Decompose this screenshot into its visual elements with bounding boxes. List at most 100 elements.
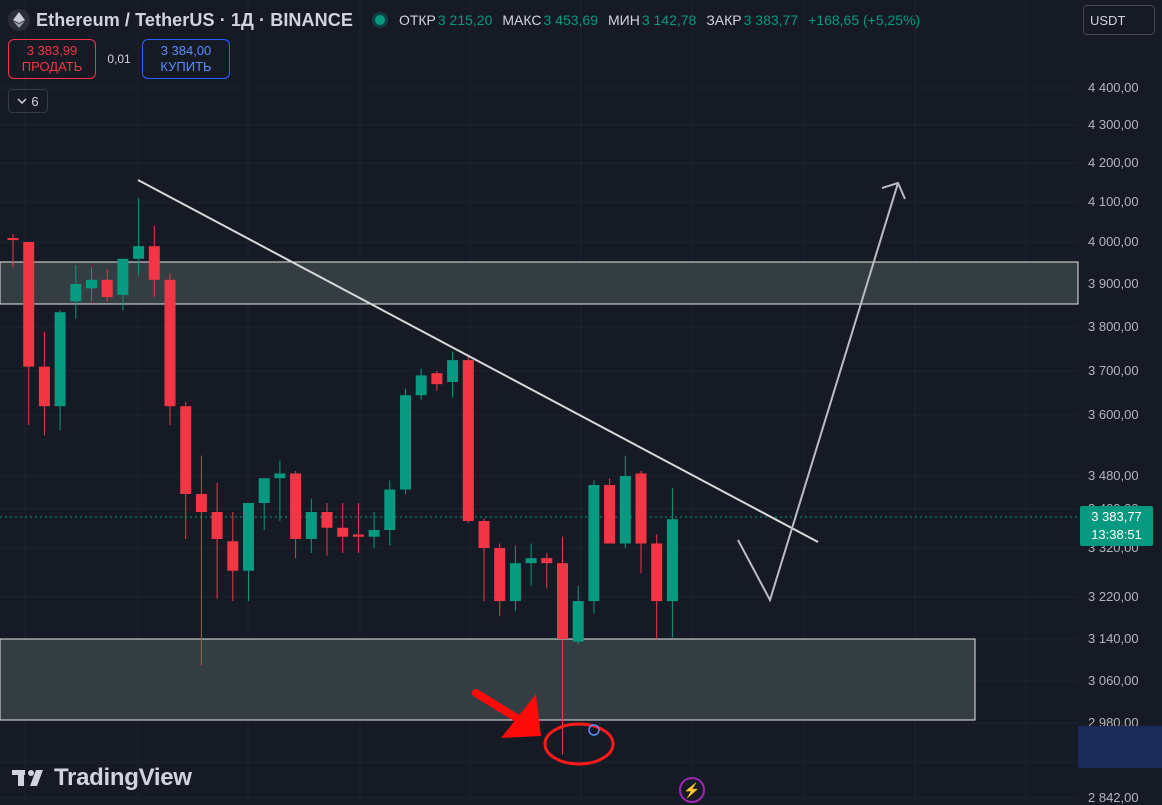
candle[interactable] bbox=[588, 480, 600, 614]
candle[interactable] bbox=[290, 470, 302, 559]
candle[interactable] bbox=[415, 368, 427, 400]
candle[interactable] bbox=[431, 371, 443, 391]
ohlc-values: ОТКР 3 215,20 МАКС 3 453,69 МИН 3 142,78… bbox=[399, 12, 930, 28]
candle[interactable] bbox=[337, 503, 349, 554]
candle[interactable] bbox=[666, 487, 678, 638]
candle-body bbox=[635, 473, 647, 544]
red-arrow-annotation[interactable] bbox=[472, 689, 541, 738]
candle-body bbox=[148, 246, 160, 280]
candle-body bbox=[133, 246, 145, 259]
candle-body bbox=[243, 503, 254, 571]
price-tick-label: 4 400,00 bbox=[1088, 80, 1139, 95]
tradingview-logo[interactable]: TradingView bbox=[12, 764, 192, 792]
candle[interactable] bbox=[635, 470, 647, 574]
candle-body bbox=[38, 366, 50, 407]
price-tick-label: 4 300,00 bbox=[1088, 117, 1139, 132]
candle-body bbox=[557, 563, 568, 639]
candle[interactable] bbox=[557, 536, 568, 755]
candle[interactable] bbox=[195, 455, 207, 666]
candle[interactable] bbox=[478, 518, 490, 602]
candle-body bbox=[415, 375, 427, 396]
downtrend-line[interactable] bbox=[137, 179, 819, 543]
candle[interactable] bbox=[305, 498, 317, 554]
candle-body bbox=[604, 485, 616, 544]
forecast-path[interactable] bbox=[737, 182, 899, 603]
market-status-icon[interactable] bbox=[374, 15, 385, 25]
candle[interactable] bbox=[541, 553, 553, 589]
price-tick-label: 3 700,00 bbox=[1088, 363, 1139, 378]
candle[interactable] bbox=[211, 482, 223, 599]
candle[interactable] bbox=[651, 534, 663, 640]
candle-body bbox=[384, 489, 396, 530]
candle-body bbox=[400, 395, 411, 490]
candle[interactable] bbox=[133, 198, 145, 276]
buy-price: 3 384,00 bbox=[160, 43, 212, 58]
ethereum-icon bbox=[8, 9, 30, 31]
candle[interactable] bbox=[604, 478, 616, 544]
candle-body bbox=[478, 521, 490, 548]
candle[interactable] bbox=[274, 460, 286, 521]
candle[interactable] bbox=[70, 265, 82, 319]
close-label: ЗАКР bbox=[706, 12, 742, 28]
candle[interactable] bbox=[447, 351, 459, 398]
candle[interactable] bbox=[258, 478, 270, 530]
candle[interactable] bbox=[38, 331, 50, 436]
candle[interactable] bbox=[23, 242, 35, 426]
price-tick-label: 4 200,00 bbox=[1088, 155, 1139, 170]
candle[interactable] bbox=[86, 267, 97, 302]
candle[interactable] bbox=[164, 273, 176, 426]
candle[interactable] bbox=[509, 545, 521, 612]
candle[interactable] bbox=[148, 226, 160, 298]
candle-body bbox=[525, 558, 537, 564]
sell-button[interactable]: 3 383,99 ПРОДАТЬ bbox=[8, 39, 96, 79]
candle-body bbox=[541, 558, 553, 564]
lightning-icon[interactable]: ⚡ bbox=[679, 777, 705, 803]
candle[interactable] bbox=[400, 388, 411, 494]
candle[interactable] bbox=[384, 480, 396, 546]
candle[interactable] bbox=[494, 543, 506, 617]
candle[interactable] bbox=[243, 503, 254, 602]
candle[interactable] bbox=[180, 401, 192, 539]
indicators-toggle-button[interactable]: 6 bbox=[8, 89, 48, 113]
candle-body bbox=[305, 512, 317, 539]
candle[interactable] bbox=[227, 512, 239, 602]
candle[interactable] bbox=[352, 503, 364, 554]
low-range-marker bbox=[1078, 726, 1162, 768]
candle-body bbox=[368, 530, 380, 537]
price-tick-label: 4 000,00 bbox=[1088, 234, 1139, 249]
symbol-title[interactable]: Ethereum / TetherUS · 1Д · BINANCE bbox=[36, 9, 353, 30]
low-label: МИН bbox=[607, 12, 640, 28]
candle[interactable] bbox=[572, 585, 584, 645]
candle[interactable] bbox=[368, 512, 380, 548]
candle[interactable] bbox=[117, 258, 129, 311]
alert-marker-icon[interactable] bbox=[588, 724, 600, 736]
candle-body bbox=[117, 258, 129, 295]
candle-body bbox=[227, 541, 239, 571]
buy-button[interactable]: 3 384,00 КУПИТЬ bbox=[142, 39, 230, 79]
price-tick-label: 2 842,00 bbox=[1088, 790, 1139, 805]
candle[interactable] bbox=[619, 455, 631, 548]
candle[interactable] bbox=[101, 269, 113, 302]
spread-value: 0,01 bbox=[107, 52, 131, 66]
open-label: ОТКР bbox=[398, 12, 436, 28]
candle-body bbox=[54, 312, 66, 407]
candle-body bbox=[23, 242, 35, 367]
sell-price: 3 383,99 bbox=[26, 43, 78, 58]
candle[interactable] bbox=[7, 234, 19, 268]
candle[interactable] bbox=[462, 355, 474, 524]
candle-body bbox=[588, 485, 600, 602]
candle-body bbox=[352, 534, 364, 537]
resistance-zone[interactable] bbox=[0, 261, 1079, 305]
price-tick-label: 3 220,00 bbox=[1088, 589, 1139, 604]
candlestick-series[interactable] bbox=[7, 198, 678, 755]
support-zone[interactable] bbox=[0, 638, 976, 721]
forecast-arrowhead bbox=[881, 181, 906, 200]
candle[interactable] bbox=[321, 503, 333, 556]
candle[interactable] bbox=[525, 543, 537, 586]
candle[interactable] bbox=[54, 310, 66, 431]
candle-body bbox=[666, 519, 678, 602]
low-highlight-circle[interactable] bbox=[543, 722, 615, 766]
price-axis[interactable]: 4 400,00 4 300,00 4 200,00 4 100,00 4 000,00… bbox=[1078, 0, 1162, 805]
currency-selector[interactable]: USDT bbox=[1083, 5, 1155, 35]
